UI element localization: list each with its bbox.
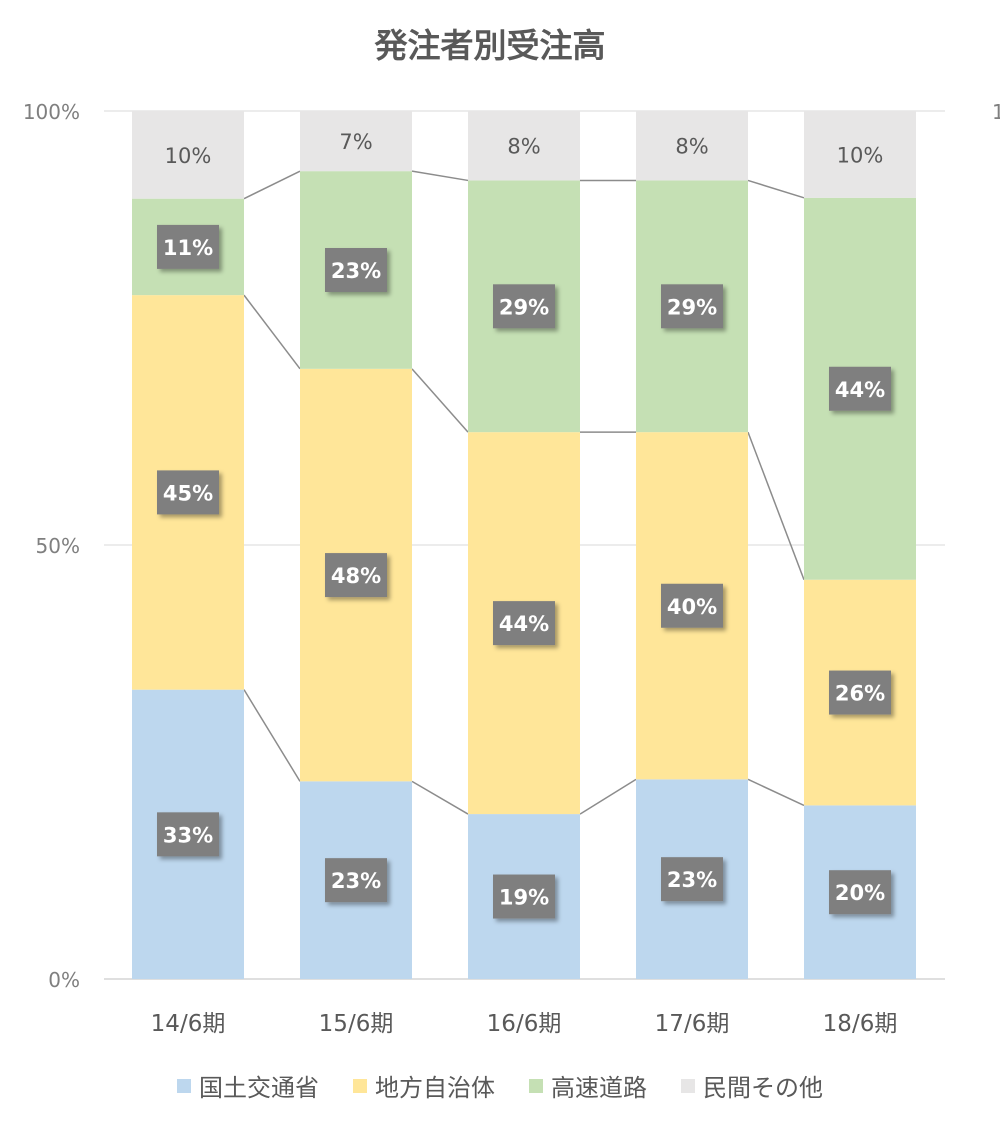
bar-segment-3-4: [804, 111, 916, 198]
x-tick-label-1: 15/6期: [319, 1011, 394, 1037]
data-label-1-3: 40%: [667, 595, 717, 619]
series-line-2-3: [747, 179, 805, 199]
data-label-2-4: 44%: [835, 378, 885, 402]
data-label-box-2-3: [661, 284, 723, 329]
data-label-3-0: 10%: [165, 144, 212, 168]
y-tick-label-0: 0%: [48, 968, 80, 992]
data-label-box-1-2: [493, 601, 555, 646]
data-label-box-2-1: [325, 247, 387, 292]
legend: 国土交通省 地方自治体 高速道路 民間その他: [0, 1068, 1000, 1103]
data-label-3-3: 8%: [675, 135, 708, 159]
x-tick-label-2: 16/6期: [487, 1011, 562, 1037]
data-label-0-1: 23%: [331, 869, 381, 893]
data-label-0-4: 20%: [835, 881, 885, 905]
bar-segment-3-2: [468, 111, 580, 181]
series-line-1-1: [411, 368, 469, 433]
series-line-0-2: [579, 778, 637, 815]
data-label-2-2: 29%: [499, 295, 549, 319]
legend-label-private-other: 民間その他: [703, 1074, 823, 1102]
legend-swatch-local-government: [353, 1078, 367, 1093]
x-tick-label-0: 14/6期: [151, 1011, 226, 1037]
series-line-0-3: [747, 778, 805, 807]
data-label-box-2-2: [493, 284, 555, 329]
legend-label-mlit: 国土交通省: [199, 1074, 319, 1102]
data-label-3-4: 10%: [837, 143, 884, 167]
x-tick-label-3: 17/6期: [655, 1011, 730, 1037]
data-label-1-0: 45%: [163, 481, 213, 505]
series-line-0-0: [243, 689, 301, 782]
legend-item-local-government: 地方自治体: [353, 1068, 495, 1103]
data-label-1-2: 44%: [499, 612, 549, 636]
data-label-3-1: 7%: [339, 130, 372, 154]
chart-title: 発注者別受注高: [375, 26, 606, 65]
data-label-box-1-0: [157, 470, 219, 515]
series-line-1-3: [747, 431, 805, 580]
data-label-box-0-4: [829, 870, 891, 915]
data-label-0-2: 19%: [499, 886, 549, 910]
bar-segment-3-0: [132, 111, 244, 199]
y-tick-label-50: 50%: [36, 534, 80, 558]
series-line-2-0: [243, 170, 301, 200]
series-line-0-1: [411, 780, 469, 815]
legend-swatch-private-other: [681, 1078, 695, 1093]
data-label-1-1: 48%: [331, 564, 381, 588]
data-label-box-2-0: [157, 224, 219, 269]
data-label-3-2: 8%: [507, 135, 540, 159]
data-label-2-3: 29%: [667, 295, 717, 319]
legend-label-expressway: 高速道路: [551, 1074, 647, 1102]
data-label-1-4: 26%: [835, 682, 885, 706]
bar-segment-3-3: [636, 111, 748, 181]
bar-segment-3-1: [300, 111, 412, 172]
series-line-1-0: [243, 294, 301, 370]
legend-swatch-mlit: [177, 1078, 191, 1093]
data-label-0-3: 23%: [667, 868, 717, 892]
x-tick-label-4: 18/6期: [823, 1011, 898, 1037]
data-label-box-2-4: [829, 366, 891, 411]
data-label-2-1: 23%: [331, 259, 381, 283]
data-label-box-1-4: [829, 670, 891, 715]
data-label-box-1-1: [325, 553, 387, 598]
data-label-box-0-1: [325, 858, 387, 903]
data-label-box-0-3: [661, 857, 723, 902]
data-label-0-0: 33%: [163, 823, 213, 847]
y-tick-label-100: 100%: [23, 100, 80, 124]
data-label-box-0-2: [493, 874, 555, 919]
data-label-box-1-3: [661, 583, 723, 628]
legend-item-private-other: 民間その他: [681, 1068, 823, 1103]
legend-swatch-expressway: [529, 1078, 543, 1093]
series-line-2-1: [411, 170, 469, 182]
right-axis-label-fragment: 1: [992, 100, 1000, 124]
legend-item-mlit: 国土交通省: [177, 1068, 319, 1103]
data-label-2-0: 11%: [163, 236, 213, 260]
data-label-box-0-0: [157, 812, 219, 857]
legend-item-expressway: 高速道路: [529, 1068, 647, 1103]
legend-label-local-government: 地方自治体: [375, 1074, 495, 1102]
